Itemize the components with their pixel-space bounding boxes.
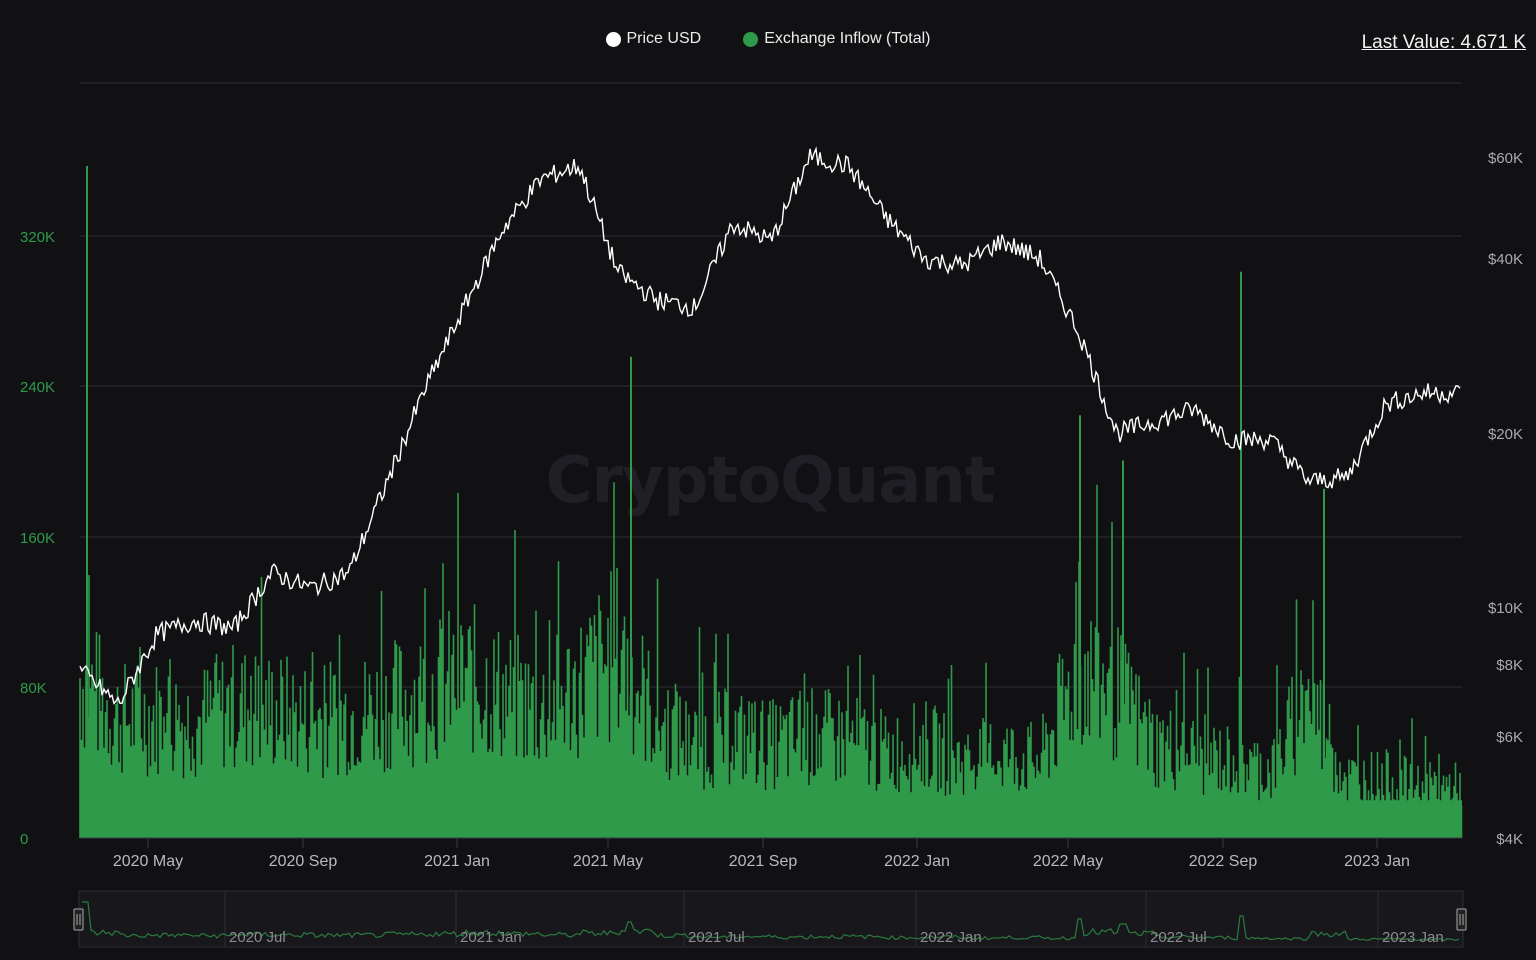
right-axis-labels: $4K $6K $8K $10K $20K $40K $60K [1488,150,1523,848]
x-axis-tick: 2021 Sep [729,853,798,870]
legend-item-exchange-inflow[interactable]: Exchange Inflow (Total) [743,30,931,48]
chart-legend: Price USD Exchange Inflow (Total) [0,30,1536,48]
right-axis-tick: $8K [1496,657,1523,674]
right-axis-tick: $40K [1488,251,1523,268]
x-axis-tick: 2020 Sep [269,853,338,870]
navigator-label: 2023 Jan [1382,929,1444,946]
x-axis-tick: 2020 May [113,853,183,870]
x-axis-tick: 2023 Jan [1344,853,1410,870]
legend-label: Price USD [626,30,702,47]
range-navigator[interactable]: 2020 Jul 2021 Jan 2021 Jul 2022 Jan 2022 Jul… [73,890,1467,948]
left-axis-tick: 160K [20,530,55,547]
navigator-label: 2022 Jul [1150,929,1207,946]
left-axis-tick: 0 [20,831,28,848]
x-axis-tick: 2021 May [573,853,643,870]
right-axis-tick: $10K [1488,600,1523,617]
x-axis-labels: 2020 May 2020 Sep 2021 Jan 2021 May 2021 Sep… [113,838,1410,870]
navigator-series [82,901,1460,942]
right-axis-tick: $4K [1496,831,1523,848]
right-axis-tick: $6K [1496,729,1523,746]
x-axis-tick: 2022 May [1033,853,1103,870]
legend-item-price-usd[interactable]: Price USD [605,30,702,48]
x-axis-tick: 2022 Jan [884,853,950,870]
navigator-label: 2021 Jan [460,929,522,946]
right-axis-tick: $60K [1488,150,1523,167]
watermark: CryptoQuant [546,444,995,518]
navigator-track[interactable] [78,890,1464,948]
navigator-label: 2020 Jul [229,929,286,946]
right-axis-tick: $20K [1488,426,1523,443]
inflow-bars [79,166,1463,838]
navigator-label: 2022 Jan [920,929,982,946]
x-axis-tick: 2022 Sep [1189,853,1258,870]
left-axis-tick: 320K [20,229,55,246]
legend-label: Exchange Inflow (Total) [764,30,931,47]
last-value-link[interactable]: Last Value: 4.671 K [1361,32,1526,53]
legend-dot-green-icon [743,31,759,47]
price-line [79,146,1461,705]
navigator-right-handle[interactable] [1456,908,1467,931]
left-axis-tick: 80K [20,680,47,697]
left-axis-labels: 0 80K 160K 240K 320K [20,229,55,848]
navigator-label: 2021 Jul [688,929,745,946]
navigator-left-handle[interactable] [73,908,84,931]
legend-dot-white-icon [605,31,621,47]
x-axis-tick: 2021 Jan [424,853,490,870]
left-axis-tick: 240K [20,379,55,396]
